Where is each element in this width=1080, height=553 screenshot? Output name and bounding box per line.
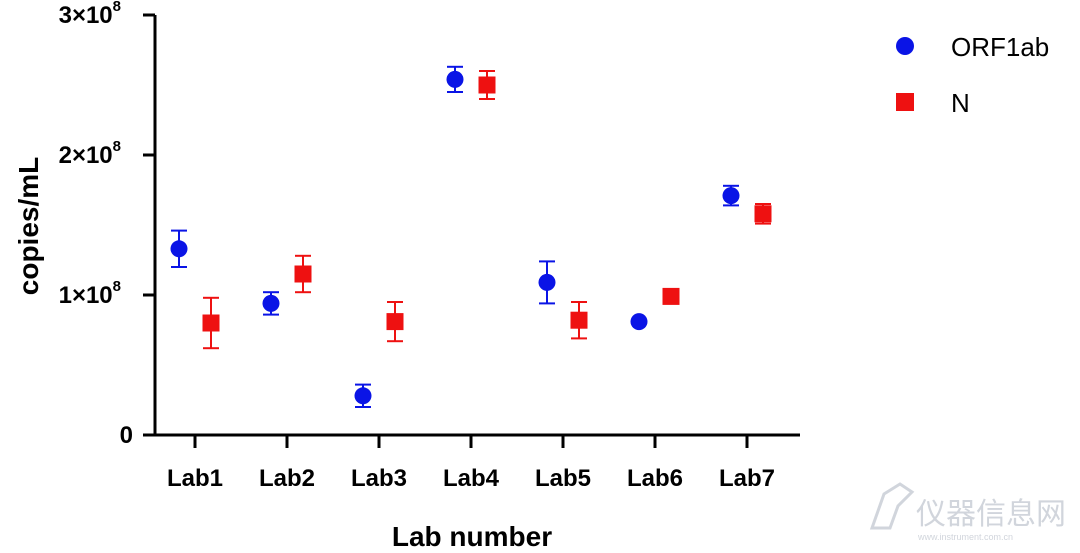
series-n [202,70,772,350]
data-point-n [202,314,220,332]
x-tick-label: Lab5 [535,465,591,492]
y-tick-exponent: 8 [113,138,121,155]
legend-item-n: N [896,88,970,118]
x-ticks: Lab1 Lab2 Lab3 Lab4 Lab5 Lab6 Lab7 [167,435,775,492]
x-tick-label: Lab4 [443,465,500,492]
y-tick-label: 2×108 [59,138,121,169]
y-tick-exponent: 8 [113,0,121,15]
x-axis-title: Lab number [392,521,552,552]
data-point-orf1ab [722,187,740,205]
watermark-subtext: www.instrument.com.cn [917,532,1013,542]
data-point-n [754,205,772,223]
y-tick-label: 0 [120,422,133,449]
y-tick-label: 3×108 [59,0,121,29]
legend-label: ORF1ab [951,32,1049,62]
x-tick-label: Lab2 [259,465,315,492]
x-tick-label: Lab3 [351,465,407,492]
data-point-orf1ab [170,240,188,258]
data-point-n [386,313,404,331]
x-tick-label: Lab7 [719,465,775,492]
data-point-n [478,76,496,94]
legend: ORF1ab N [896,32,1049,118]
legend-label: N [951,88,970,118]
data-point-orf1ab [446,70,464,88]
watermark-text: 仪器信息网 [916,498,1066,531]
x-tick-label: Lab6 [627,465,683,492]
data-point-n [570,311,588,329]
y-tick-label: 1×108 [59,278,121,309]
data-point-n [294,265,312,283]
series-layer [170,65,772,408]
axes [153,15,800,437]
data-point-n [662,287,680,305]
y-tick-exponent: 8 [113,278,121,295]
x-tick-label: Lab1 [167,465,223,492]
instrument-logo-icon [869,482,915,530]
data-point-orf1ab [630,313,648,331]
data-point-orf1ab [262,294,280,312]
legend-marker [896,37,914,55]
y-axis-title: copies/mL [13,157,44,295]
watermark: 仪器信息网 www.instrument.com.cn [869,482,1066,542]
data-point-orf1ab [538,273,556,291]
y-ticks: 0 1×108 2×108 3×108 [59,0,155,449]
series-orf1ab [170,65,740,408]
legend-marker [896,93,914,111]
data-point-orf1ab [354,387,372,405]
legend-item-orf1ab: ORF1ab [896,32,1049,62]
